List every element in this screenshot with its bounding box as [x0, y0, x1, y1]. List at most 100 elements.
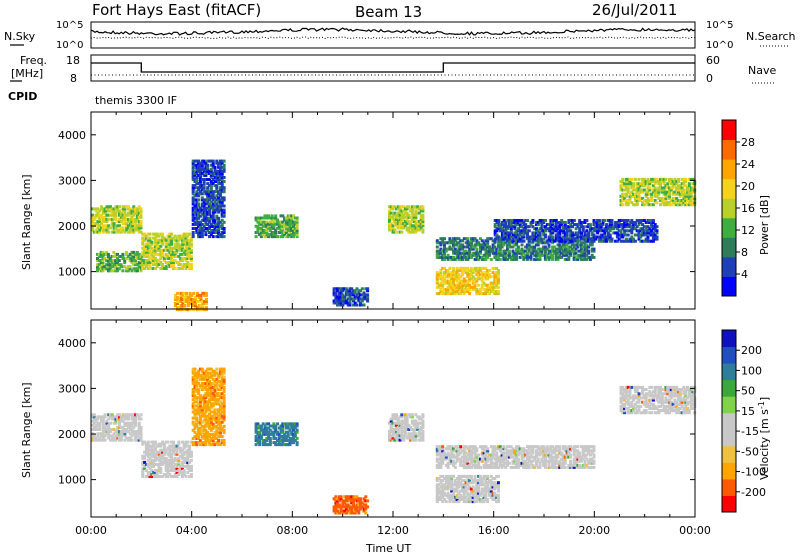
power-cell	[106, 265, 110, 269]
velocity-cell	[182, 452, 186, 456]
power-cell	[513, 225, 517, 229]
velocity-cell	[217, 439, 221, 442]
power-cell	[511, 225, 515, 229]
velocity-cell	[286, 443, 290, 447]
power-cell	[360, 287, 364, 291]
velocity-cell	[186, 444, 190, 448]
power-cell	[398, 220, 402, 223]
power-cell	[139, 255, 143, 258]
power-cell	[100, 205, 103, 209]
velocity-cell	[336, 505, 340, 509]
power-cell	[455, 251, 459, 255]
power-cell	[263, 222, 267, 226]
power-cell	[446, 241, 450, 245]
power-cell	[497, 225, 501, 229]
velocity-cell	[355, 497, 359, 501]
velocity-cell	[215, 371, 219, 375]
power-cell	[409, 207, 413, 211]
velocity-cell	[152, 442, 156, 446]
power-cell	[553, 219, 556, 222]
power-cell	[585, 245, 589, 249]
power-cell	[217, 190, 221, 194]
power-cell	[435, 255, 439, 259]
power-cell	[538, 255, 542, 259]
velocity-cell	[346, 509, 350, 513]
velocity-cell	[173, 473, 177, 476]
power-cell	[572, 249, 576, 253]
power-cell	[141, 242, 145, 246]
power-cell	[188, 246, 192, 250]
power-cell	[660, 199, 664, 202]
power-cell	[393, 220, 397, 223]
power-cell	[660, 196, 664, 200]
power-cell	[220, 214, 224, 218]
power-cell	[218, 192, 222, 196]
power-cell	[461, 247, 464, 251]
power-cell	[106, 255, 110, 258]
power-cell	[549, 255, 553, 259]
power-cell	[491, 239, 495, 243]
power-cell	[198, 165, 202, 169]
power-cell	[215, 184, 219, 188]
power-cell	[281, 214, 285, 218]
power-cell	[134, 228, 138, 232]
power-cell	[495, 292, 499, 296]
power-cell	[337, 297, 341, 301]
power-cell	[217, 198, 221, 202]
power-cell	[624, 192, 628, 196]
power-cell	[668, 177, 671, 181]
velocity-cell	[180, 454, 184, 458]
power-cell	[334, 287, 338, 291]
power-cell	[686, 199, 689, 202]
velocity-cell	[209, 375, 213, 379]
power-cell	[664, 196, 668, 200]
power-cell	[132, 255, 136, 258]
power-cell	[217, 171, 221, 175]
power-cell	[689, 190, 693, 194]
power-cell	[143, 238, 147, 242]
power-cell	[651, 188, 655, 192]
power-cell	[112, 224, 116, 228]
power-cell	[540, 249, 544, 253]
power-cell	[507, 249, 511, 253]
velocity-cell	[286, 430, 290, 434]
power-cell	[464, 251, 468, 255]
power-cell	[200, 184, 204, 188]
velocity-cell	[200, 428, 204, 432]
power-cell	[455, 241, 459, 245]
power-cell	[202, 214, 206, 218]
power-cell	[217, 224, 221, 228]
power-cell	[188, 267, 192, 270]
power-cell	[128, 257, 132, 260]
power-cell	[527, 225, 531, 229]
velocity-cell	[195, 437, 199, 440]
velocity-cell	[213, 369, 217, 373]
power-cell	[150, 250, 154, 254]
velocity-cell	[200, 414, 204, 418]
power-cell	[623, 229, 627, 233]
power-cell	[502, 241, 506, 245]
power-cell	[659, 180, 662, 184]
velocity-cell	[130, 415, 134, 419]
velocity-cell	[213, 416, 217, 420]
velocity-cell	[213, 400, 217, 404]
power-cell	[535, 221, 538, 224]
power-cell	[626, 201, 630, 205]
power-cell	[446, 285, 450, 289]
power-cell	[134, 259, 138, 263]
nsky-trace	[90, 27, 696, 36]
power-cell	[222, 176, 226, 179]
power-cell	[524, 227, 528, 231]
power-cell	[218, 208, 222, 212]
power-cell	[220, 190, 224, 194]
power-cell	[560, 247, 564, 251]
power-cell	[395, 207, 398, 211]
velocity-cell	[141, 471, 145, 474]
velocity-cell	[148, 448, 152, 452]
power-cell	[105, 228, 109, 232]
power-cell	[206, 182, 210, 186]
power-cell	[615, 223, 619, 227]
power-cell	[199, 304, 203, 307]
velocity-cell	[217, 426, 221, 430]
